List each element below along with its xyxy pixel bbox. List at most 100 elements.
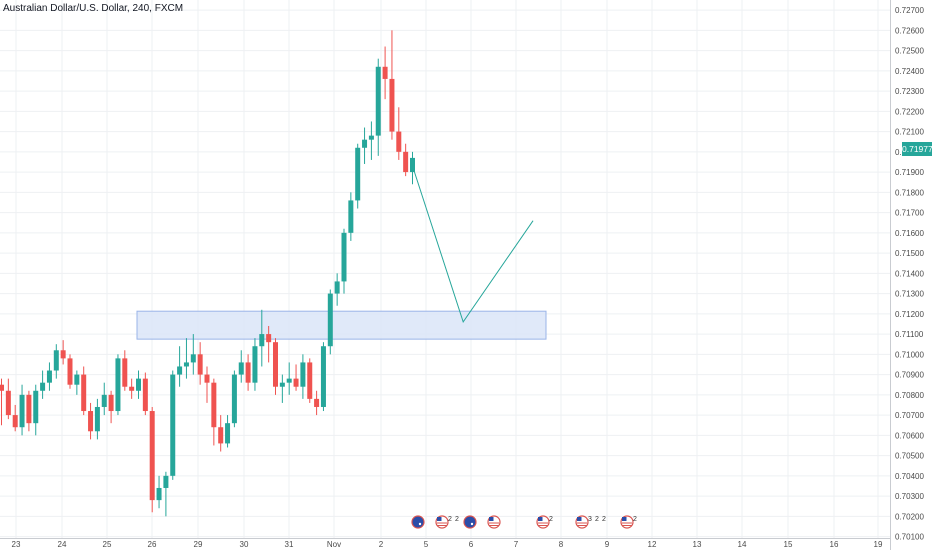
- candle-down: [403, 151, 409, 173]
- candle-up: [238, 362, 244, 375]
- candle-up: [259, 334, 265, 347]
- candle-down: [211, 382, 217, 428]
- event-count-label: 2: [549, 516, 553, 523]
- candle-down: [81, 374, 87, 412]
- candle-down: [266, 334, 272, 343]
- candle-up: [231, 374, 237, 424]
- x-tick-label: 25: [103, 540, 112, 549]
- event-aud-flag-icon: [463, 515, 477, 529]
- support-zone-layer: [136, 310, 547, 340]
- y-tick-label: 0.70100: [895, 533, 924, 542]
- y-tick-label: 0.72600: [895, 26, 924, 35]
- candle-down: [382, 66, 388, 79]
- x-tick-label: 29: [194, 540, 203, 549]
- candle-down: [307, 362, 313, 399]
- y-tick-label: 0.70800: [895, 391, 924, 400]
- flag-star: [470, 522, 474, 526]
- candle-down: [293, 378, 299, 387]
- x-tick-label: 6: [469, 540, 474, 549]
- y-tick-label: 0.71100: [895, 330, 924, 339]
- candle-down: [149, 411, 155, 501]
- candle-up: [320, 346, 326, 407]
- event-usd-flag-icon: [487, 515, 501, 529]
- x-tick-label: 16: [830, 540, 839, 549]
- projection-line: [412, 165, 534, 324]
- candle-up: [341, 232, 347, 282]
- candle-up: [136, 378, 141, 391]
- y-tick-label: 0.71600: [895, 229, 924, 238]
- candle-up: [279, 382, 285, 387]
- event-marker-circle: [411, 515, 425, 529]
- y-tick-label: 0.72300: [895, 87, 924, 96]
- x-tick-label: 19: [874, 540, 883, 549]
- candle-up: [252, 346, 258, 383]
- y-tick-label: 0.71900: [895, 168, 924, 177]
- flag-canton: [577, 517, 582, 521]
- event-count-label: 2: [633, 516, 637, 523]
- x-tick-label: Nov: [327, 540, 341, 549]
- flag-canton: [489, 517, 494, 521]
- candle-up: [74, 374, 80, 385]
- price-axis: [890, 0, 932, 550]
- x-tick-label: 14: [738, 540, 747, 549]
- event-marker-circle: [463, 515, 477, 529]
- event-aud-flag-icon: [411, 515, 425, 529]
- candle-down: [273, 342, 278, 387]
- y-tick-label: 0.70200: [895, 512, 924, 521]
- last-price-label: 0.71977: [902, 142, 932, 156]
- event-usd-flag-icon: 2: [536, 515, 553, 529]
- candle-up: [115, 358, 121, 412]
- y-tick-label: 0.70400: [895, 472, 924, 481]
- event-count-label: 2: [602, 516, 606, 523]
- y-tick-label: 0.71800: [895, 188, 924, 197]
- candle-up: [53, 350, 59, 371]
- candle-up: [163, 475, 169, 488]
- candle-down: [396, 131, 402, 152]
- x-tick-label: 31: [285, 540, 294, 549]
- candle-down: [142, 378, 148, 412]
- candle-down: [122, 358, 128, 387]
- candle-down: [129, 386, 135, 391]
- x-tick-label: 30: [240, 540, 249, 549]
- y-tick-label: 0.72200: [895, 107, 924, 116]
- y-tick-label: 0.72400: [895, 67, 924, 76]
- y-tick-label: 0.72700: [895, 6, 924, 15]
- x-tick-label: 15: [784, 540, 793, 549]
- candle-up: [33, 390, 39, 424]
- candle-up: [334, 281, 340, 294]
- support-zone-rect: [136, 310, 547, 340]
- y-tick-label: 0.72100: [895, 128, 924, 137]
- candle-down: [60, 350, 66, 359]
- flag-star: [418, 522, 422, 526]
- y-tick-label: 0.70700: [895, 411, 924, 420]
- x-tick-label: 13: [693, 540, 702, 549]
- candle-down: [26, 394, 32, 424]
- projection-layer: [412, 165, 534, 324]
- event-count-label: 2: [595, 516, 599, 523]
- y-tick-label: 0.71700: [895, 209, 924, 218]
- candle-down: [197, 354, 203, 375]
- candles-layer: [0, 30, 415, 517]
- candle-up: [101, 394, 107, 407]
- event-count-label: 2: [448, 516, 452, 523]
- candle-down: [108, 394, 114, 412]
- y-tick-label: 0.71300: [895, 290, 924, 299]
- candle-up: [327, 293, 333, 347]
- y-tick-label: 0.71400: [895, 269, 924, 278]
- grid-lines: [0, 0, 890, 538]
- candle-up: [183, 362, 189, 367]
- y-tick-label: 0.70500: [895, 452, 924, 461]
- flag-canton: [538, 517, 543, 521]
- candle-up: [368, 135, 374, 140]
- x-tick-label: 5: [424, 540, 429, 549]
- x-tick-label: 24: [58, 540, 67, 549]
- candle-up: [362, 139, 368, 148]
- candle-up: [355, 147, 361, 201]
- candle-up: [375, 66, 381, 136]
- candle-up: [19, 394, 25, 428]
- candle-up: [156, 487, 162, 501]
